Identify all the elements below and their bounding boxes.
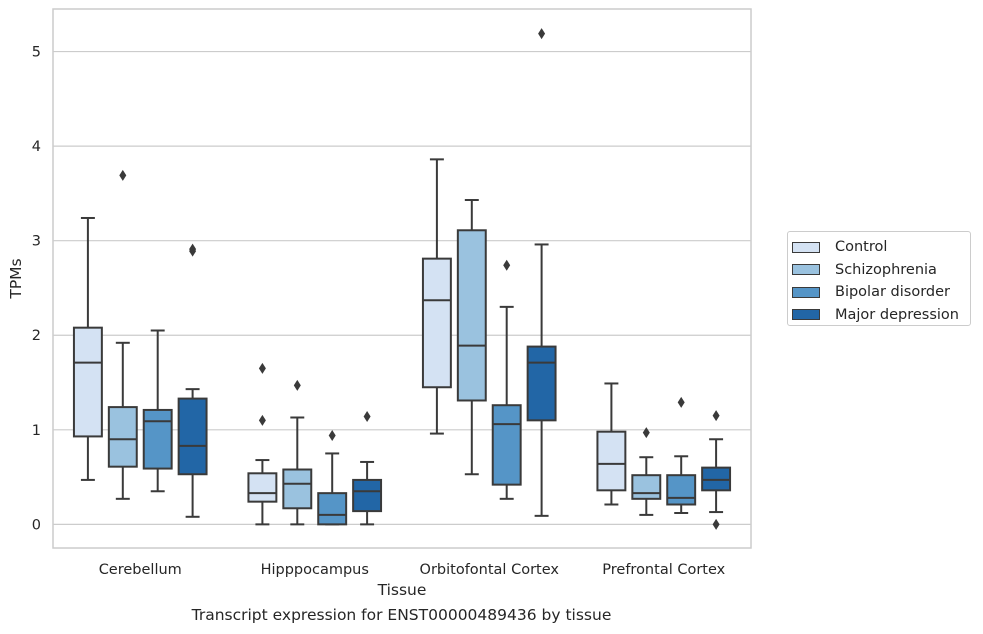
outlier-point: [712, 518, 720, 530]
y-axis-label: TPMs: [7, 258, 25, 299]
box: [72, 326, 103, 438]
y-tick-label: 0: [32, 517, 41, 533]
legend-item: Schizophrenia: [792, 259, 970, 282]
outlier-point: [538, 28, 546, 40]
legend-label: Major depression: [835, 306, 959, 323]
outlier-point: [258, 414, 266, 426]
x-tick-label: Orbitofontal Cortex: [420, 562, 560, 578]
box: [352, 478, 383, 513]
legend-item: Bipolar disorder: [792, 281, 970, 304]
box: [526, 345, 557, 422]
x-tick-label: Hipppocampus: [261, 562, 369, 578]
outlier-point: [189, 243, 197, 255]
box: [282, 468, 313, 510]
plot-frame: [52, 8, 752, 549]
outlier-point: [119, 169, 127, 181]
outlier-point: [503, 259, 511, 271]
outlier-point: [328, 429, 336, 441]
y-tick-label: 3: [32, 234, 41, 250]
y-tick-label: 1: [32, 423, 41, 439]
box: [142, 408, 173, 470]
outlier-point: [642, 427, 650, 439]
outlier-point: [363, 411, 371, 423]
legend-swatch: [792, 264, 820, 276]
box: [631, 474, 662, 500]
outlier-point: [712, 410, 720, 422]
legend-item: Major depression: [792, 304, 970, 327]
box: [421, 257, 452, 389]
x-tick-label: Cerebellum: [99, 562, 182, 578]
box: [456, 229, 487, 402]
y-tick-label: 2: [32, 328, 41, 344]
box: [491, 404, 522, 486]
outlier-point: [677, 396, 685, 408]
y-tick-label: 4: [32, 139, 41, 155]
box: [317, 492, 348, 526]
legend-swatch: [792, 286, 820, 298]
outlier-point: [258, 362, 266, 374]
box: [596, 430, 627, 492]
legend-label: Schizophrenia: [835, 261, 937, 278]
legend-swatch: [792, 309, 820, 321]
legend: Control Schizophrenia Bipolar disorder Majo…: [787, 231, 971, 326]
outlier-point: [293, 379, 301, 391]
box: [247, 472, 278, 503]
y-tick-label: 5: [32, 45, 41, 61]
x-tick-label: Prefrontal Cortex: [602, 562, 725, 578]
legend-item: Control: [792, 236, 970, 259]
box: [666, 474, 697, 506]
legend-label: Bipolar disorder: [835, 284, 950, 301]
x-axis-label: Tissue: [377, 581, 427, 599]
box: [177, 397, 208, 476]
legend-label: Control: [835, 239, 888, 256]
chart-caption: Transcript expression for ENST0000048943…: [191, 606, 612, 624]
box: [107, 406, 138, 468]
legend-swatch: [792, 241, 820, 253]
